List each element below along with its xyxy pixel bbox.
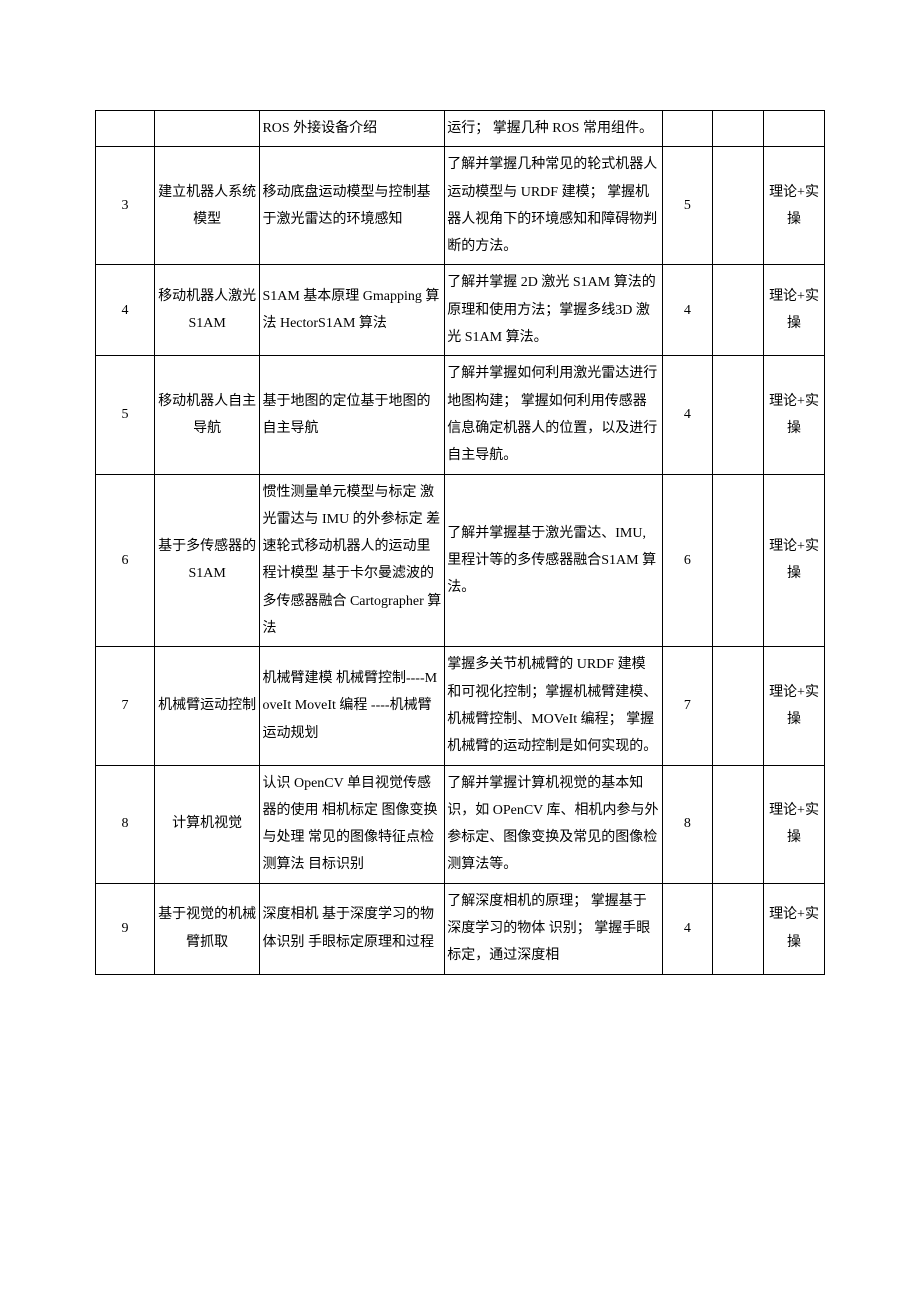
cell-content: 认识 OpenCV 单目视觉传感器的使用 相机标定 图像变换与处理 常见的图像特… xyxy=(260,765,445,883)
cell-hours: 5 xyxy=(662,147,713,265)
cell-num: 7 xyxy=(96,647,155,765)
cell-content: 深度相机 基于深度学习的物体识别 手眼标定原理和过程 xyxy=(260,883,445,974)
cell-num: 6 xyxy=(96,474,155,647)
table-row: 7 机械臂运动控制 机械臂建模 机械臂控制----MoveIt MoveIt 编… xyxy=(96,647,825,765)
cell-mode: 理论+实操 xyxy=(764,474,825,647)
table-row: 4 移动机器人激光 S1AM S1AM 基本原理 Gmapping 算法 Hec… xyxy=(96,265,825,356)
cell-title: 基于视觉的机械臂抓取 xyxy=(154,883,260,974)
cell-hours: 4 xyxy=(662,356,713,474)
cell-goal: 了解深度相机的原理； 掌握基于深度学习的物体 识别； 掌握手眼标定，通过深度相 xyxy=(445,883,662,974)
table-row: 9 基于视觉的机械臂抓取 深度相机 基于深度学习的物体识别 手眼标定原理和过程 … xyxy=(96,883,825,974)
table-body: ROS 外接设备介绍 运行； 掌握几种 ROS 常用组件。 3 建立机器人系统模… xyxy=(96,111,825,975)
cell-content: 机械臂建模 机械臂控制----MoveIt MoveIt 编程 ----机械臂运… xyxy=(260,647,445,765)
cell-content: 惯性测量单元模型与标定 激光雷达与 IMU 的外参标定 差速轮式移动机器人的运动… xyxy=(260,474,445,647)
cell-content: ROS 外接设备介绍 xyxy=(260,111,445,147)
cell-title: 移动机器人自主导航 xyxy=(154,356,260,474)
cell-blank xyxy=(713,883,764,974)
cell-num: 4 xyxy=(96,265,155,356)
cell-title: 建立机器人系统模型 xyxy=(154,147,260,265)
cell-blank xyxy=(713,356,764,474)
cell-hours xyxy=(662,111,713,147)
cell-mode: 理论+实操 xyxy=(764,356,825,474)
table-row: ROS 外接设备介绍 运行； 掌握几种 ROS 常用组件。 xyxy=(96,111,825,147)
table-row: 8 计算机视觉 认识 OpenCV 单目视觉传感器的使用 相机标定 图像变换与处… xyxy=(96,765,825,883)
cell-content: 移动底盘运动模型与控制基于激光雷达的环境感知 xyxy=(260,147,445,265)
table-row: 6 基于多传感器的 S1AM 惯性测量单元模型与标定 激光雷达与 IMU 的外参… xyxy=(96,474,825,647)
cell-mode: 理论+实操 xyxy=(764,883,825,974)
cell-blank xyxy=(713,265,764,356)
cell-hours: 7 xyxy=(662,647,713,765)
cell-goal: 了解并掌握几种常见的轮式机器人运动模型与 URDF 建模； 掌握机器人视角下的环… xyxy=(445,147,662,265)
cell-goal: 了解并掌握 2D 激光 S1AM 算法的原理和使用方法；掌握多线3D 激光 S1… xyxy=(445,265,662,356)
cell-blank xyxy=(713,147,764,265)
cell-num: 5 xyxy=(96,356,155,474)
cell-blank xyxy=(713,647,764,765)
cell-hours: 8 xyxy=(662,765,713,883)
course-table: ROS 外接设备介绍 运行； 掌握几种 ROS 常用组件。 3 建立机器人系统模… xyxy=(95,110,825,975)
cell-goal: 了解并掌握基于激光雷达、IMU,里程计等的多传感器融合S1AM 算法。 xyxy=(445,474,662,647)
document-page: ROS 外接设备介绍 运行； 掌握几种 ROS 常用组件。 3 建立机器人系统模… xyxy=(0,0,920,1065)
cell-hours: 4 xyxy=(662,883,713,974)
cell-mode: 理论+实操 xyxy=(764,765,825,883)
cell-num: 9 xyxy=(96,883,155,974)
cell-hours: 6 xyxy=(662,474,713,647)
cell-hours: 4 xyxy=(662,265,713,356)
cell-blank xyxy=(713,765,764,883)
cell-content: S1AM 基本原理 Gmapping 算法 HectorS1AM 算法 xyxy=(260,265,445,356)
cell-goal: 了解并掌握计算机视觉的基本知识，如 OPenCV 库、相机内参与外参标定、图像变… xyxy=(445,765,662,883)
cell-num: 8 xyxy=(96,765,155,883)
cell-mode xyxy=(764,111,825,147)
cell-num: 3 xyxy=(96,147,155,265)
cell-goal: 了解并掌握如何利用激光雷达进行地图构建； 掌握如何利用传感器信息确定机器人的位置… xyxy=(445,356,662,474)
cell-goal: 掌握多关节机械臂的 URDF 建模和可视化控制；掌握机械臂建模、机械臂控制、MO… xyxy=(445,647,662,765)
cell-mode: 理论+实操 xyxy=(764,147,825,265)
cell-blank xyxy=(713,111,764,147)
cell-title xyxy=(154,111,260,147)
cell-goal: 运行； 掌握几种 ROS 常用组件。 xyxy=(445,111,662,147)
cell-blank xyxy=(713,474,764,647)
table-row: 3 建立机器人系统模型 移动底盘运动模型与控制基于激光雷达的环境感知 了解并掌握… xyxy=(96,147,825,265)
cell-mode: 理论+实操 xyxy=(764,265,825,356)
cell-num xyxy=(96,111,155,147)
cell-content: 基于地图的定位基于地图的自主导航 xyxy=(260,356,445,474)
cell-mode: 理论+实操 xyxy=(764,647,825,765)
cell-title: 移动机器人激光 S1AM xyxy=(154,265,260,356)
cell-title: 计算机视觉 xyxy=(154,765,260,883)
cell-title: 机械臂运动控制 xyxy=(154,647,260,765)
cell-title: 基于多传感器的 S1AM xyxy=(154,474,260,647)
table-row: 5 移动机器人自主导航 基于地图的定位基于地图的自主导航 了解并掌握如何利用激光… xyxy=(96,356,825,474)
